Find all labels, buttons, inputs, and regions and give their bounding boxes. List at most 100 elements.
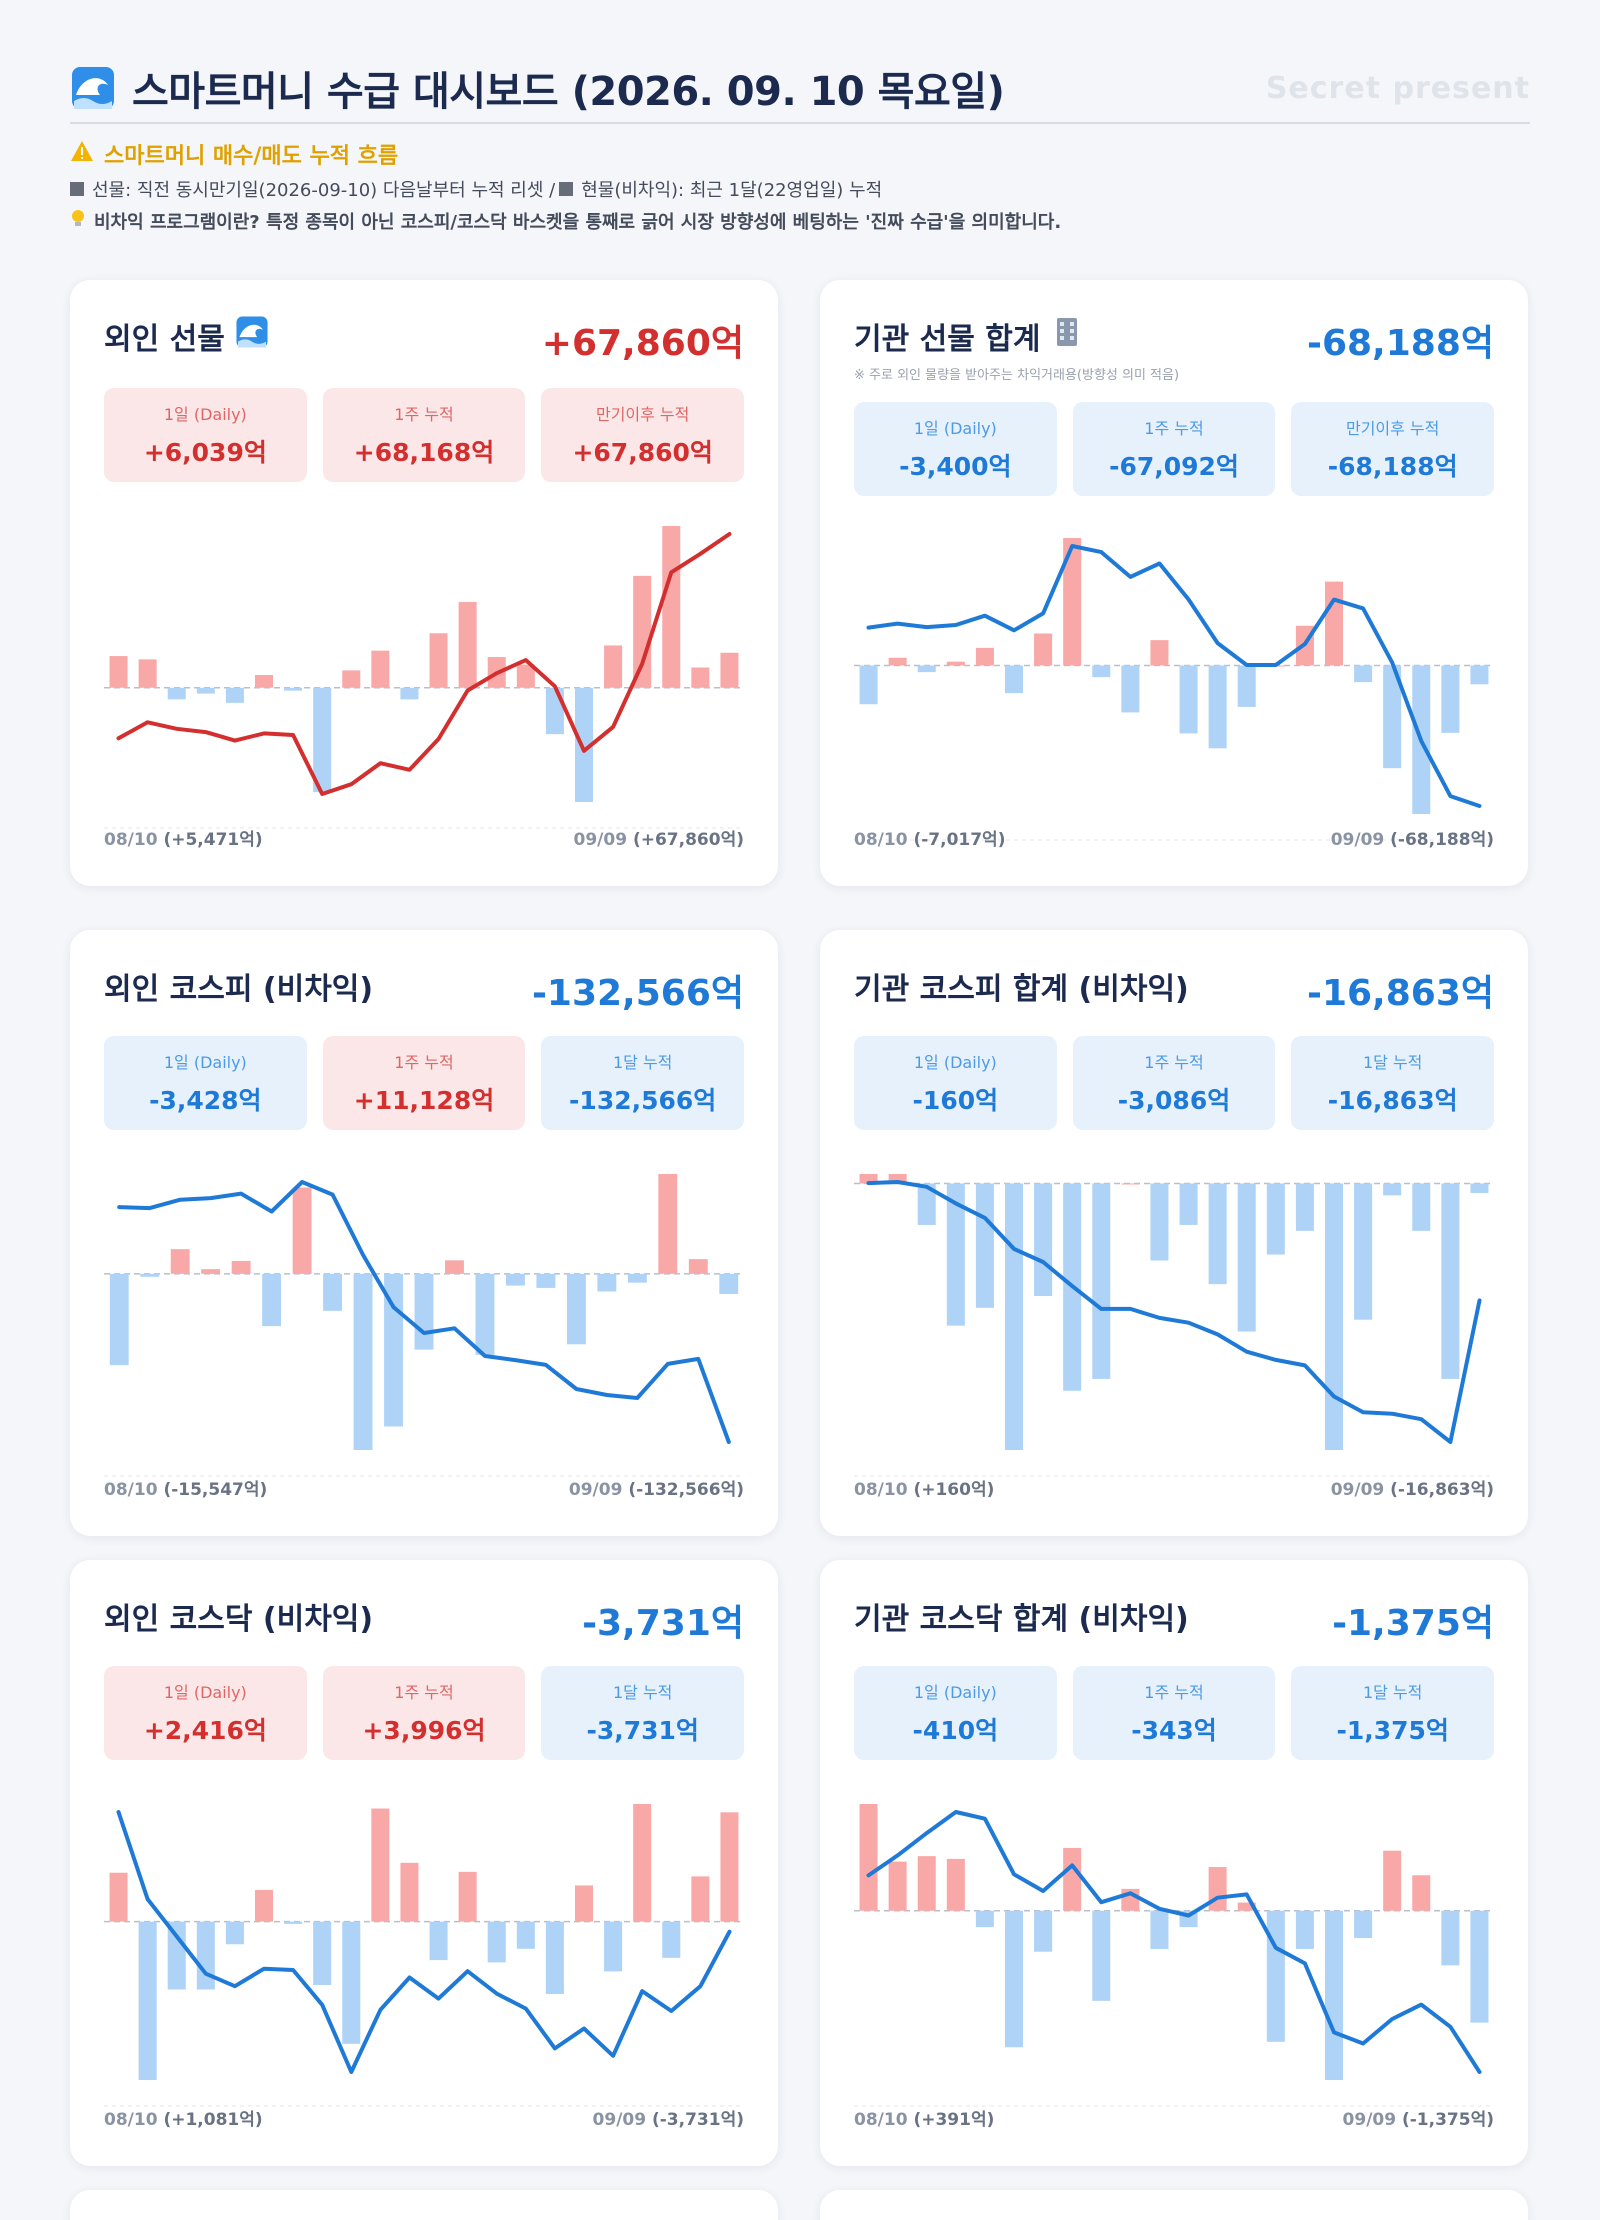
- daily-bar: [975, 647, 994, 666]
- daily-bar: [458, 601, 477, 688]
- daily-bar: [458, 1871, 477, 1922]
- daily-bar: [627, 1273, 647, 1283]
- stat-week: 1주 누적 -343억: [1072, 1666, 1276, 1760]
- footer-start-date: 08/10: [104, 830, 158, 850]
- stat-value: +6,039억: [143, 438, 267, 467]
- chart: [854, 1790, 1494, 2110]
- stat-week: 1주 누적 -67,092억: [1072, 402, 1276, 496]
- daily-bar: [109, 656, 128, 688]
- stat-value: -3,400억: [899, 452, 1012, 481]
- stat-label: 1주 누적: [394, 1683, 454, 1702]
- daily-bar: [859, 1174, 878, 1184]
- daily-bar: [720, 1812, 739, 1922]
- stat-week: 1주 누적 +11,128억: [322, 1036, 526, 1130]
- card-institution-kosdaq: 기관 코스닥 합계 (비차익) -1,375억 1일 (Daily) -410억 …: [820, 1560, 1528, 2166]
- chart-svg: [854, 1804, 1494, 2107]
- building-icon: [1051, 316, 1083, 356]
- daily-bar: [975, 1183, 994, 1308]
- chart-footer: 08/10 (+5,471억) 09/09 (+67,860억): [104, 825, 744, 850]
- footer-end-date: 09/09: [1330, 1480, 1385, 1500]
- stat-value: +68,168억: [353, 438, 495, 467]
- stat-label: 1주 누적: [394, 1053, 454, 1072]
- next-card-right: [820, 2190, 1528, 2220]
- stat-value: -3,428억: [149, 1086, 262, 1115]
- daily-bar: [140, 1273, 160, 1277]
- cumulative-line: [866, 1810, 1482, 2074]
- daily-bar: [859, 1804, 878, 1911]
- notice-line-1: 선물: 직전 동시만기일(2026-09-10) 다음날부터 누적 리셋 / 현…: [70, 176, 1530, 202]
- stat-period: 1달 누적 -16,863억: [1291, 1036, 1495, 1130]
- chart-footer: 08/10 (+1,081억) 09/09 (-3,731억): [104, 2105, 744, 2130]
- daily-bar: [1470, 1910, 1489, 2023]
- stat-label: 만기이후 누적: [595, 405, 690, 424]
- next-card-left: [70, 2190, 778, 2220]
- notice-title-text: 스마트머니 매수/매도 누적 흐름: [104, 144, 399, 169]
- daily-bar: [342, 1921, 361, 2044]
- daily-bar: [1295, 1910, 1314, 1949]
- cumulative-line: [866, 544, 1482, 808]
- daily-bar: [888, 1861, 907, 1911]
- page-title: 스마트머니 수급 대시보드 (2026. 09. 10 목요일): [70, 59, 1005, 117]
- daily-bar: [1354, 1910, 1373, 1939]
- daily-bar: [353, 1273, 373, 1450]
- daily-bar: [1179, 665, 1198, 734]
- daily-bar: [1441, 1183, 1460, 1379]
- stat-daily: 1일 (Daily) +6,039억: [104, 388, 307, 482]
- stat-value: +67,860억: [572, 438, 713, 467]
- footer-end-value: (+67,860억): [632, 830, 744, 850]
- card-title: 외인 코스닥 (비차익): [104, 1594, 373, 1638]
- daily-bar: [516, 1921, 535, 1949]
- daily-bar: [225, 1921, 244, 1945]
- card-title-text: 기관 선물 합계: [854, 322, 1041, 357]
- stat-value: -3,086억: [1117, 1086, 1231, 1115]
- daily-bar: [946, 1183, 965, 1326]
- daily-bar: [429, 1921, 448, 1961]
- stat-label: 1주 누적: [1144, 1053, 1204, 1072]
- card-institution-futures: 기관 선물 합계 ※ 주로 외인 물량을 받아주는 차익거래용(방향성 의미 적…: [820, 280, 1528, 886]
- daily-bar: [1354, 665, 1373, 683]
- chart-svg: [104, 1174, 744, 1477]
- daily-bar: [167, 1921, 186, 1990]
- daily-bar: [1412, 1183, 1431, 1231]
- card-title: 외인 선물: [104, 314, 269, 358]
- daily-bar: [400, 687, 419, 700]
- daily-bar: [888, 657, 907, 666]
- daily-bar: [888, 1174, 907, 1184]
- notice-line-1b: 현물(비차익): 최근 1달(22영업일) 누적: [581, 180, 883, 201]
- daily-bar: [1237, 1902, 1256, 1911]
- daily-bar: [196, 687, 215, 694]
- chart: [104, 1790, 744, 2110]
- daily-bar: [1034, 1183, 1053, 1297]
- daily-bar: [445, 1260, 464, 1274]
- stat-value: +2,416억: [143, 1716, 267, 1745]
- daily-bar: [1354, 1183, 1373, 1320]
- stat-label: 1달 누적: [1362, 1053, 1423, 1072]
- daily-bar: [505, 1273, 525, 1286]
- card-title-text: 기관 코스닥 합계 (비차익): [854, 1602, 1189, 1637]
- daily-bar: [859, 665, 878, 705]
- daily-bar: [201, 1269, 221, 1274]
- footer-start-value: (+160억): [913, 1480, 995, 1500]
- cumulative-line: [866, 1180, 1482, 1444]
- daily-bar: [475, 1273, 495, 1355]
- chart-svg: [104, 526, 744, 829]
- chart-svg: [854, 1174, 1494, 1477]
- chart: [854, 524, 1494, 844]
- daily-bar: [1470, 665, 1489, 685]
- daily-bar: [1470, 1183, 1489, 1193]
- stat-label: 1일 (Daily): [163, 1683, 247, 1702]
- cumulative-line: [116, 532, 732, 796]
- chart-footer: 08/10 (-15,547억) 09/09 (-132,566억): [104, 1475, 744, 1500]
- daily-bar: [262, 1273, 282, 1327]
- daily-bar: [313, 687, 332, 793]
- card-institution-kospi: 기관 코스피 합계 (비차익) -16,863억 1일 (Daily) -160억…: [820, 930, 1528, 1536]
- card-total: -68,188억: [1307, 323, 1494, 364]
- wave-icon: [235, 315, 269, 357]
- daily-bar: [688, 1259, 708, 1274]
- stat-daily: 1일 (Daily) -410억: [854, 1666, 1057, 1760]
- footer-start-date: 08/10: [104, 1480, 158, 1500]
- lightbulb-icon: [70, 209, 86, 234]
- daily-bar: [313, 1921, 332, 1985]
- stat-value: -3,731억: [586, 1716, 699, 1745]
- stat-week: 1주 누적 -3,086억: [1072, 1036, 1276, 1130]
